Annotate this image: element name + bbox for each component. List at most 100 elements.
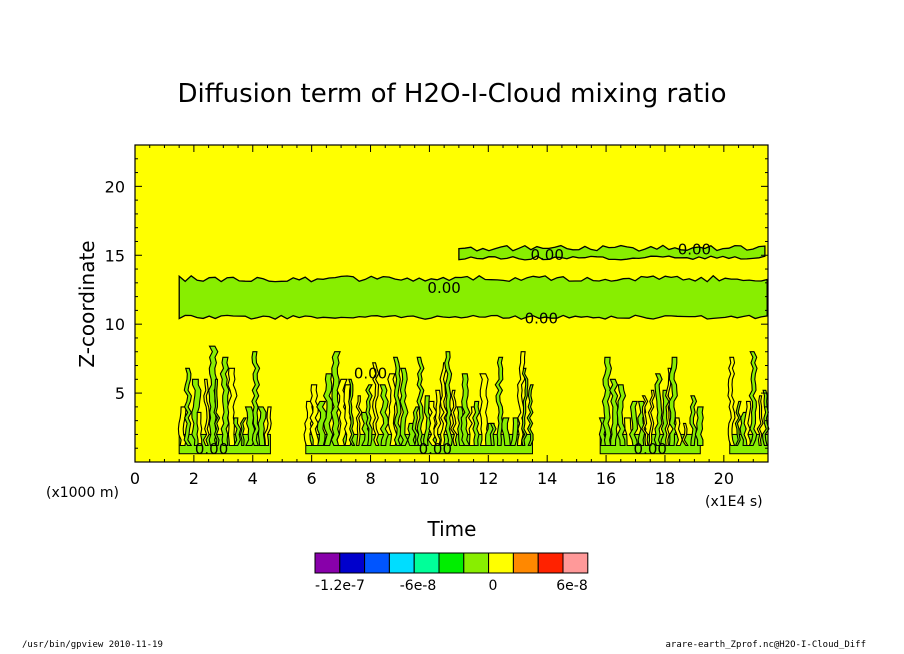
convective-streak <box>251 351 261 447</box>
convective-streak <box>316 400 327 447</box>
colorbar-label: 6e-8 <box>556 578 587 594</box>
x-tick-label: 16 <box>596 469 616 488</box>
convective-streak <box>628 400 639 447</box>
cloud-band-1 <box>458 244 766 261</box>
convective-streak <box>392 356 402 447</box>
convective-streak <box>489 422 497 447</box>
convective-streak <box>641 395 649 447</box>
y-tick-label: 10 <box>105 315 125 334</box>
x-tick-label: 4 <box>248 469 258 488</box>
convective-streak <box>263 406 272 447</box>
x-tick-label: 6 <box>307 469 317 488</box>
convective-streak <box>472 400 480 447</box>
convective-streak <box>196 411 203 447</box>
x-tick-label: 10 <box>419 469 439 488</box>
colorbar-swatch <box>463 552 490 574</box>
contour-label: 0.00 <box>634 440 667 458</box>
y-axis-title: Z-coordinate <box>75 240 99 367</box>
contour-label-group: 0.00 0.00 0.00 0.00 0.00 0.00 0.00 0.00 <box>195 240 711 458</box>
y-tick-label: 5 <box>115 384 125 403</box>
convective-streak <box>460 373 471 447</box>
convective-streak <box>748 351 758 447</box>
convective-streak <box>433 389 442 447</box>
x-tick-label: 0 <box>130 469 140 488</box>
convective-streak <box>365 384 373 447</box>
colorbar-swatch <box>537 552 564 574</box>
x-tick-label: 12 <box>478 469 498 488</box>
colorbar-label: -6e-8 <box>400 578 437 594</box>
y-tick-label: 15 <box>105 246 125 265</box>
colorbar-swatch <box>562 552 589 574</box>
colorbar-swatch <box>339 552 366 574</box>
convective-streak <box>416 356 425 447</box>
x-tick-label: 18 <box>655 469 675 488</box>
y-tick-label: 20 <box>105 177 125 196</box>
plot-area: 0.00 0.00 0.00 0.00 0.00 0.00 0.00 0.00 <box>134 144 770 463</box>
x-unit-label: (x1E4 s) <box>705 494 763 510</box>
colorbar-swatch <box>314 552 341 574</box>
convective-streak <box>694 406 704 447</box>
contour-label: 0.00 <box>530 246 563 264</box>
footer-left: /usr/bin/gpview 2010-11-19 <box>22 640 163 650</box>
convective-streak <box>681 422 689 447</box>
colorbar-label: -1.2e-7 <box>315 578 365 594</box>
convective-streak <box>309 384 319 447</box>
contour-label: 0.00 <box>195 440 228 458</box>
x-axis-title: Time <box>427 517 477 541</box>
x-tick-label: 14 <box>537 469 557 488</box>
convective-streak <box>399 367 409 447</box>
convective-streak <box>444 351 453 447</box>
colorbar-swatch <box>512 552 539 574</box>
convective-streak <box>601 356 612 447</box>
convective-streak <box>213 378 221 447</box>
convective-streak <box>653 373 663 447</box>
convective-streak <box>355 395 363 447</box>
convective-streak <box>348 378 356 447</box>
colorbar-swatch <box>364 552 390 574</box>
convective-streak <box>494 356 504 447</box>
convective-contours <box>177 345 770 455</box>
convective-streak <box>743 400 752 447</box>
convective-streak <box>479 373 489 447</box>
y-axis: 5 10 15 20 <box>105 158 768 449</box>
convective-streak <box>734 400 742 447</box>
cloud-band-0 <box>178 274 768 320</box>
plot-frame <box>134 144 769 463</box>
convective-streak <box>756 395 764 447</box>
convective-streak <box>727 356 736 447</box>
contour-label: 0.00 <box>354 364 387 382</box>
x-tick-label: 20 <box>714 469 734 488</box>
convective-streak <box>379 384 390 447</box>
contour-label: 0.00 <box>427 279 460 297</box>
convective-streak <box>239 417 248 447</box>
chart-title: Diffusion term of H2O-I-Cloud mixing rat… <box>178 79 727 109</box>
convective-streak <box>521 367 529 447</box>
colorbar-label: 0 <box>489 578 498 594</box>
convective-streak <box>423 395 432 447</box>
contour-label: 0.00 <box>525 309 558 327</box>
convective-streak <box>526 384 534 447</box>
green-bands <box>178 244 768 320</box>
colorbar-swatch <box>438 552 465 574</box>
convective-streak <box>371 362 380 447</box>
convective-streak <box>647 389 656 447</box>
convective-streak <box>609 378 619 447</box>
colorbar-swatch <box>388 552 415 574</box>
convective-streak <box>256 406 267 447</box>
colorbar: -1.2e-7 -6e-8 0 6e-8 <box>314 552 589 594</box>
y-unit-label: (x1000 m) <box>46 485 119 501</box>
colorbar-swatch <box>413 552 440 574</box>
x-axis: 0 2 4 6 8 10 12 14 16 18 20 <box>130 145 754 488</box>
colorbar-swatch <box>488 552 514 574</box>
contour-label: 0.00 <box>678 240 711 258</box>
convective-streak <box>202 378 211 447</box>
convective-streak <box>183 367 193 447</box>
convective-streak <box>233 417 242 447</box>
footer-right: arare-earth_Zprof.nc@H2O-I-Cloud_Diff <box>665 640 866 650</box>
x-tick-label: 2 <box>189 469 199 488</box>
x-tick-label: 8 <box>365 469 375 488</box>
convective-streak <box>450 389 458 447</box>
convective-streak <box>330 351 341 447</box>
contour-label: 0.00 <box>419 440 452 458</box>
